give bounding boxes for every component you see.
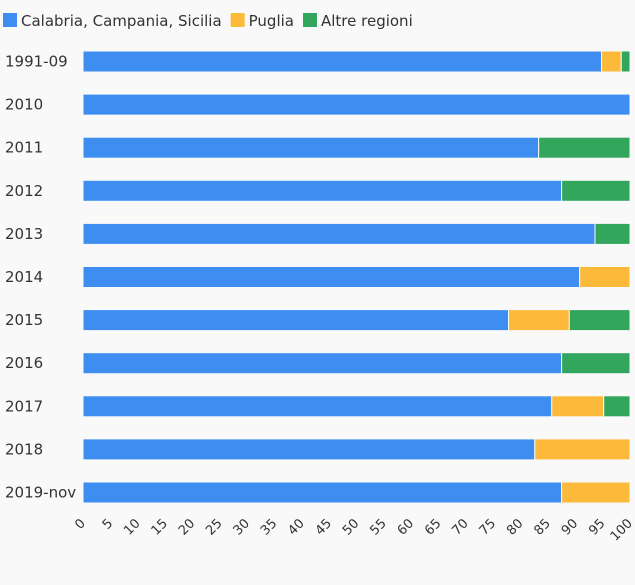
x-tick-label-10: 10 <box>121 516 143 538</box>
x-tick-label-35: 35 <box>258 516 280 538</box>
x-tick-label-90: 90 <box>559 516 581 538</box>
x-tick-label-70: 70 <box>449 516 471 538</box>
x-tick-label-30: 30 <box>231 516 253 538</box>
x-tick-label-0: 0 <box>72 516 88 532</box>
bar-2013-calabria-campania-sicilia <box>82 222 596 245</box>
bar-2018-puglia <box>534 438 631 461</box>
bar-2014-calabria-campania-sicilia <box>82 266 581 288</box>
x-tick-label-85: 85 <box>531 516 553 538</box>
category-labels: 1991-09 2010 2011 2012 2013 2014 2015 2016 2017 2… <box>5 53 76 502</box>
bar-2012-altre-regioni <box>561 179 631 202</box>
bar-2013-altre-regioni <box>594 222 631 245</box>
x-tick-label-95: 95 <box>586 516 608 538</box>
category-label-2011: 2011 <box>5 139 43 157</box>
bar-2015-altre-regioni <box>568 309 631 332</box>
bar-2016-calabria-campania-sicilia <box>82 352 563 375</box>
x-tick-label-80: 80 <box>504 516 526 538</box>
bar-2012-calabria-campania-sicilia <box>82 179 563 202</box>
bar-2011-calabria-campania-sicilia <box>82 136 540 159</box>
bar-2019-nov-puglia <box>561 481 631 504</box>
legend-swatch-calabria-campania-sicilia <box>3 13 17 27</box>
x-axis: 0 5 10 15 20 25 30 35 40 45 50 55 60 65 70 75 80 85 90 95 10… <box>72 516 635 544</box>
bar-2019-nov-calabria-campania-sicilia <box>82 481 563 504</box>
x-tick-label-25: 25 <box>203 516 225 538</box>
legend-swatch-altre-regioni <box>302 13 317 27</box>
legend: Calabria, Campania, Sicilia Puglia Altre r… <box>3 12 413 30</box>
legend-label-altre-regioni: Altre regioni <box>321 12 413 30</box>
category-label-2010: 2010 <box>5 96 43 114</box>
x-tick-label-50: 50 <box>340 516 362 538</box>
category-label-2014: 2014 <box>5 268 43 286</box>
legend-swatch-puglia <box>230 13 245 27</box>
x-tick-label-40: 40 <box>285 516 307 538</box>
x-tick-label-65: 65 <box>422 516 444 538</box>
category-label-2012: 2012 <box>5 182 43 200</box>
x-tick-label-75: 75 <box>477 516 499 538</box>
x-tick-label-100: 100 <box>608 516 635 544</box>
bar-2017-puglia <box>551 395 605 418</box>
bar-2017-calabria-campania-sicilia <box>82 395 553 418</box>
category-label-2017: 2017 <box>5 397 43 415</box>
bar-2018-calabria-campania-sicilia <box>82 438 536 461</box>
bar-2014-puglia <box>579 266 631 288</box>
category-label-2018: 2018 <box>5 440 43 458</box>
bar-1991-09-altre-regioni <box>620 50 631 73</box>
bar-1991-09-puglia <box>601 50 622 73</box>
category-label-2019-nov: 2019-nov <box>5 484 76 502</box>
category-label-1991-09: 1991-09 <box>5 53 68 71</box>
x-tick-label-55: 55 <box>367 516 389 538</box>
x-tick-label-5: 5 <box>100 516 116 532</box>
bar-1991-09-calabria-campania-sicilia <box>82 50 603 73</box>
legend-label-puglia: Puglia <box>249 12 294 30</box>
category-label-2016: 2016 <box>5 354 43 372</box>
legend-label-calabria-campania-sicilia: Calabria, Campania, Sicilia <box>21 12 222 30</box>
x-tick-label-45: 45 <box>313 516 335 538</box>
bar-2017-altre-regioni <box>603 395 631 418</box>
x-tick-label-60: 60 <box>395 516 417 538</box>
x-tick-label-20: 20 <box>176 516 198 538</box>
bar-2015-puglia <box>508 309 570 332</box>
bar-2015-calabria-campania-sicilia <box>82 309 510 332</box>
bar-2010-calabria-campania-sicilia <box>82 93 631 116</box>
category-label-2015: 2015 <box>5 311 43 329</box>
category-label-2013: 2013 <box>5 225 43 243</box>
bar-2016-altre-regioni <box>561 352 631 375</box>
bar-2011-altre-regioni <box>538 136 631 159</box>
x-tick-label-15: 15 <box>149 516 171 538</box>
bars <box>82 50 631 504</box>
